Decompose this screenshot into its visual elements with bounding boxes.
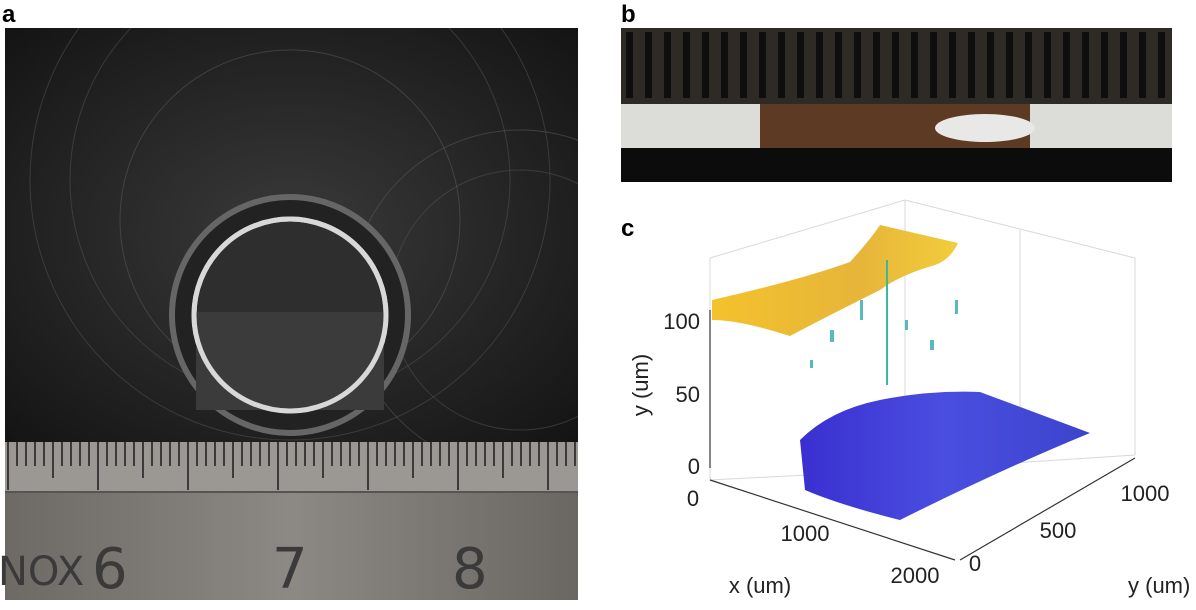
panel-label: c bbox=[621, 215, 634, 242]
y-axis-label: y (um) bbox=[1128, 573, 1190, 598]
z-tick: 100 bbox=[663, 309, 700, 334]
panel-label: a bbox=[2, 1, 16, 28]
y-tick: 500 bbox=[1040, 518, 1077, 543]
ruler-text: NOX bbox=[0, 549, 84, 595]
y-tick: 0 bbox=[969, 551, 981, 576]
x-axis-label: x (um) bbox=[729, 573, 791, 598]
x-tick: 1000 bbox=[781, 521, 830, 546]
ruler-number: 7 bbox=[272, 537, 308, 602]
z-axis-label: y (um) bbox=[628, 354, 653, 416]
panel-label: b bbox=[621, 1, 636, 28]
photo-b bbox=[621, 28, 1172, 182]
surface-top bbox=[712, 225, 958, 336]
photo-a bbox=[5, 28, 578, 600]
z-tick: 0 bbox=[688, 454, 700, 479]
y-tick: 1000 bbox=[1121, 481, 1170, 506]
x-tick: 2000 bbox=[891, 563, 940, 588]
z-tick: 50 bbox=[676, 382, 700, 407]
plot-3d: 100 50 0 y (um) 0 1000 2000 x (um) 0 500… bbox=[628, 199, 1190, 598]
ruler-number: 6 bbox=[92, 537, 128, 602]
x-tick: 0 bbox=[687, 486, 699, 511]
surface-bottom bbox=[800, 391, 1090, 520]
ruler-number: 8 bbox=[452, 537, 488, 602]
